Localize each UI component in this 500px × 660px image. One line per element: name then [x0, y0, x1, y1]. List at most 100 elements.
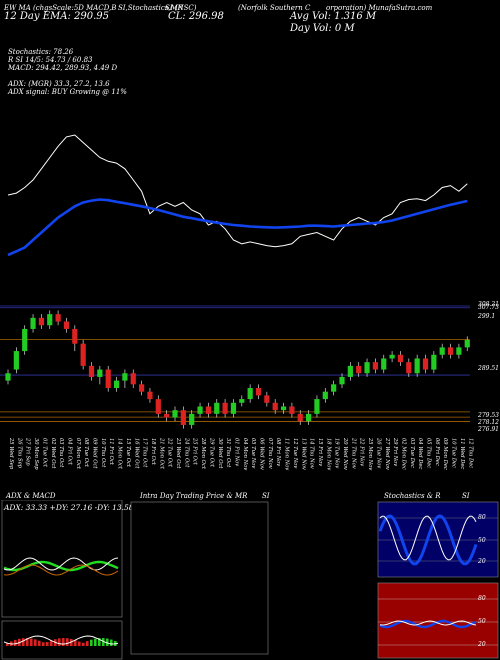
date-label: 22 Tue Oct — [167, 437, 173, 468]
date-label: 02 Wed Oct — [50, 438, 56, 469]
candle-body — [356, 365, 362, 374]
candle — [130, 369, 136, 389]
macd-bar — [42, 642, 45, 646]
price-label: 278.12 — [477, 419, 499, 426]
candle-body — [239, 399, 245, 403]
candle — [447, 343, 454, 359]
date-label: 22 Fri Nov — [359, 437, 365, 466]
candle — [381, 354, 387, 374]
date-label: 25 Wed Sep — [8, 437, 14, 470]
plus-di-line — [3, 557, 119, 571]
macd-value: MACD: 294.42, 289.93, 4.49 D — [8, 64, 118, 72]
macd-bar — [6, 643, 9, 646]
date-label: 11 Wed Dec — [459, 438, 465, 469]
candle-body — [105, 369, 111, 389]
header-title-right2: orporation) MunafaSutra.com — [326, 4, 433, 12]
macd-bar — [74, 640, 77, 646]
ema-value: 12 Day EMA: 290.95 — [4, 11, 110, 22]
macd-bar — [86, 641, 89, 646]
candle — [164, 410, 170, 422]
date-label: 08 Tue Oct — [83, 438, 89, 468]
stoch-panel-title: Stochastics & R — [384, 492, 441, 500]
candle-body — [180, 410, 186, 425]
candle-body — [422, 358, 429, 370]
date-label: 03 Tue Dec — [409, 438, 415, 468]
candle — [155, 395, 161, 418]
candle-body — [55, 314, 61, 322]
date-label: 11 Mon Nov — [284, 438, 290, 470]
candle — [147, 388, 153, 403]
date-label: 29 Tue Oct — [208, 437, 214, 468]
date-label: 14 Mon Oct — [117, 438, 123, 470]
candle — [255, 384, 262, 400]
macd-bar — [22, 638, 25, 646]
macd-bar — [82, 642, 85, 646]
macd-bar — [58, 638, 61, 646]
candle-body — [406, 362, 412, 374]
stoch-white-line — [379, 515, 477, 561]
ma-series-1 — [7, 198, 468, 257]
candle-body — [264, 395, 270, 403]
candle-body — [113, 380, 120, 389]
adx-value: ADX: (MGR) 33.3, 27.2, 13.6 — [8, 80, 110, 88]
date-label: 04 Mon Nov — [242, 438, 248, 470]
date-label: 30 Wed Oct — [217, 438, 223, 469]
candle-body — [155, 399, 161, 414]
candle — [356, 362, 362, 377]
candle-body — [280, 406, 287, 411]
date-label: 24 Thu Oct — [183, 437, 189, 468]
candle-body — [456, 347, 462, 355]
candle — [88, 362, 95, 381]
candle-body — [5, 373, 11, 381]
candle-body — [88, 365, 95, 377]
candle — [439, 343, 445, 359]
candle-body — [431, 354, 437, 370]
candle-body — [97, 369, 103, 377]
candle — [364, 358, 370, 377]
date-label: 21 Mon Oct — [158, 437, 164, 470]
close-value: CL: 296.98 — [168, 11, 224, 22]
date-label: 06 Fri Dec — [434, 438, 440, 466]
candle — [280, 402, 287, 414]
candle — [113, 376, 120, 392]
date-axis-labels: 25 Wed Sep 26 Thu Sep 27 Fri Sep 30 Mon Sep… — [8, 437, 473, 470]
candle — [38, 314, 44, 329]
date-label: 02 Mon Dec — [400, 438, 406, 470]
candle-body — [439, 347, 445, 355]
macd-line — [3, 635, 119, 645]
stoch-tick-20: 20 — [477, 558, 486, 565]
price-label: 289.51 — [477, 365, 499, 372]
candle-body — [72, 328, 78, 344]
date-label: 09 Mon Dec — [442, 438, 448, 470]
stochastics-value: Stochastics: 78.26 — [8, 48, 74, 56]
candle — [230, 399, 237, 418]
candle — [47, 310, 53, 329]
price-label: 308.21 — [478, 301, 499, 308]
date-label: 07 Mon Oct — [75, 438, 81, 470]
macd-bar — [14, 639, 17, 646]
candle-body — [130, 373, 136, 385]
intraday-panel-frame — [130, 501, 269, 655]
candle — [272, 399, 278, 414]
candle — [322, 388, 328, 403]
macd-bar — [90, 639, 93, 646]
macd-bar — [106, 638, 109, 646]
date-label: 26 Thu Sep — [16, 437, 22, 469]
header-title-right: (Norfolk Southern C — [238, 4, 311, 12]
candle — [180, 406, 186, 429]
adx-signal: ADX signal: BUY Growing @ 11% — [8, 88, 127, 96]
stochastics-lines — [378, 514, 498, 566]
candle-body — [197, 406, 203, 414]
date-label: 01 Tue Oct — [41, 438, 47, 468]
day-volume: Day Vol: 0 M — [290, 23, 355, 34]
candle-body — [164, 413, 170, 418]
candle — [63, 317, 70, 333]
candlestick-chart — [5, 310, 470, 429]
candle-body — [389, 354, 395, 359]
candle-body — [147, 391, 153, 400]
candle — [297, 410, 303, 425]
candle-body — [289, 406, 295, 414]
candle-body — [306, 413, 312, 422]
